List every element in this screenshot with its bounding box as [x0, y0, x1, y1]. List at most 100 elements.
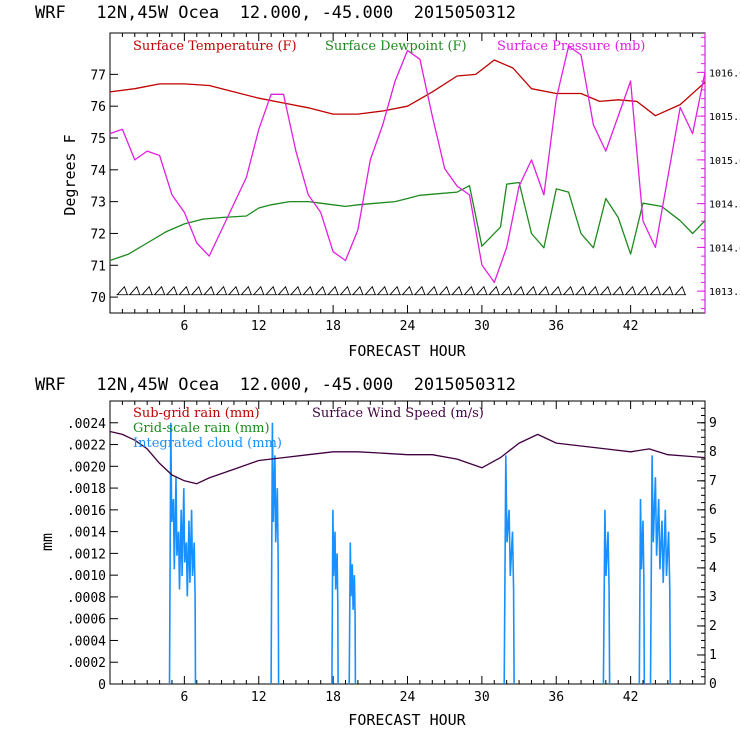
temperature-line — [109, 59, 706, 117]
y-tick-label: .0020 — [67, 460, 106, 475]
wind-barb — [377, 285, 389, 296]
dewpoint-line — [109, 181, 706, 262]
wind-barb — [290, 285, 302, 296]
wind-barb — [216, 285, 227, 296]
wind-barb — [278, 285, 289, 296]
wind-barb — [501, 285, 513, 296]
y-tick-label: 74 — [90, 164, 106, 179]
y2-tick-label: 2 — [709, 619, 717, 634]
chart1-ylabel: Degrees F — [61, 134, 79, 215]
wind-barb — [315, 285, 327, 296]
x-tick-label: 6 — [180, 690, 188, 705]
y2-tick-label: 1 — [709, 648, 717, 663]
x-tick-label: 18 — [325, 690, 341, 705]
x-tick-label: 30 — [474, 319, 490, 334]
wind-barb — [364, 285, 376, 296]
x-tick-label: 24 — [400, 690, 416, 705]
x-tick-label: 18 — [325, 319, 341, 334]
wind-barb — [488, 285, 500, 296]
cloud-spike — [348, 542, 357, 685]
x-tick-label: 6 — [180, 319, 188, 334]
legend-surface-temperature: Surface Temperature (F) — [133, 39, 297, 54]
x-tick-label: 24 — [400, 319, 416, 334]
y-tick-label: .0006 — [67, 613, 106, 628]
wind-barb — [389, 285, 401, 296]
chart1-frame — [109, 32, 706, 314]
wind-barb — [340, 285, 351, 296]
y2-tick-label: 5 — [709, 532, 717, 547]
cloud-spike — [270, 422, 280, 685]
wind-barb — [141, 285, 153, 296]
wind-barb — [414, 285, 426, 296]
wind-barb — [563, 285, 575, 296]
y-tick-label: .0022 — [67, 439, 106, 454]
x-tick-label: 12 — [251, 319, 267, 334]
y2-tick-label: 9 — [709, 416, 717, 431]
chart2-header: WRF 12N,45W Ocea 12.000, -45.000 2015050… — [35, 375, 516, 395]
wind-barb — [352, 285, 364, 296]
cloud-spike — [168, 422, 197, 685]
x-tick-label: 36 — [548, 690, 564, 705]
y-tick-label: 72 — [90, 227, 106, 242]
wind-barb — [253, 285, 265, 296]
y2-tick-label: 7 — [709, 474, 717, 489]
wind-barb — [625, 285, 637, 296]
wind-barb — [550, 285, 562, 296]
wind-barb — [600, 285, 612, 296]
cloud-spike — [602, 509, 611, 685]
chart2-ylabel: mm — [38, 533, 56, 551]
y2-tick-label: 4 — [709, 561, 717, 576]
y-tick-label: .0002 — [67, 656, 106, 671]
y-tick-label: .0024 — [67, 417, 106, 432]
y-tick-label: .0004 — [67, 634, 106, 649]
y2-tick-label: 1014.5 — [709, 200, 740, 211]
wind-barb — [228, 285, 240, 296]
x-tick-label: 30 — [474, 690, 490, 705]
y-tick-label: 73 — [90, 196, 106, 211]
wind-barb — [588, 285, 599, 296]
y-tick-label: .0008 — [67, 591, 106, 606]
wind-speed-line — [109, 430, 706, 485]
wind-barb — [203, 285, 215, 296]
y-tick-label: 70 — [90, 291, 106, 306]
legend-subgrid-rain: Sub-grid rain (mm) — [133, 406, 260, 421]
wind-barb — [650, 285, 661, 296]
cloud-spike — [649, 455, 672, 685]
x-tick-label: 42 — [623, 319, 639, 334]
wind-barb — [637, 285, 649, 296]
wind-barb — [451, 285, 463, 296]
y-tick-label: 0 — [98, 678, 106, 693]
legend-surface-dewpoint: Surface Dewpoint (F) — [325, 39, 467, 54]
legend-integrated-cloud: Integrated cloud (mm) — [133, 436, 282, 451]
x-tick-label: 12 — [251, 690, 267, 705]
y-tick-label: .0014 — [67, 526, 106, 541]
wind-barb — [191, 285, 203, 296]
y2-tick-label: 1014.0 — [709, 243, 740, 254]
y-tick-label: 76 — [90, 100, 106, 115]
wind-barb — [129, 285, 141, 296]
wind-barb — [464, 285, 475, 296]
pressure-line — [109, 45, 706, 284]
precipitation-chart: WRF 12N,45W Ocea 12.000, -45.000 2015050… — [35, 375, 717, 729]
wind-barb — [166, 285, 178, 296]
wind-barb — [538, 285, 550, 296]
chart1-header: WRF 12N,45W Ocea 12.000, -45.000 2015050… — [35, 3, 516, 23]
x-tick-label: 36 — [548, 319, 564, 334]
legend-surface-pressure: Surface Pressure (mb) — [497, 39, 645, 54]
wind-barb — [526, 285, 537, 296]
y-tick-label: .0012 — [67, 547, 106, 562]
y2-tick-label: 1015.5 — [709, 112, 740, 123]
wind-barb — [439, 285, 451, 296]
y2-tick-label: 0 — [709, 677, 717, 692]
wind-barbs — [116, 285, 687, 296]
wind-barb — [575, 285, 587, 296]
wind-barb — [476, 285, 488, 296]
wind-barb — [179, 285, 190, 296]
wind-barb — [426, 285, 438, 296]
cloud-spike — [503, 455, 515, 685]
wind-barb — [402, 285, 413, 296]
y-tick-label: 77 — [90, 68, 106, 83]
x-tick-label: 42 — [623, 690, 639, 705]
chart1-xlabel: FORECAST HOUR — [348, 342, 466, 360]
